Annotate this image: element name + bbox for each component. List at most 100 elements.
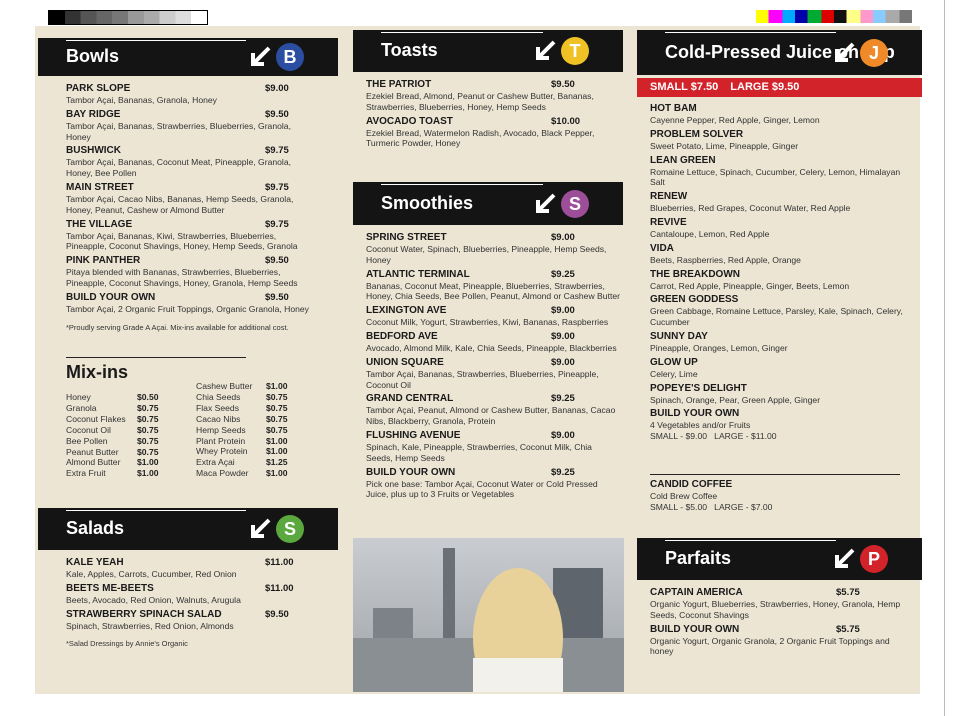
item-description: Ezekiel Bread, Almond, Peanut or Cashew … — [366, 91, 594, 112]
section-items: HOT BAM Cayenne Pepper, Red Apple, Ginger… — [637, 103, 905, 442]
menu-item: PROBLEM SOLVER Sweet Potato, Lime, Pineap… — [650, 129, 905, 152]
mixin-price: $1.00 — [137, 468, 159, 479]
section-rule — [66, 357, 246, 358]
item-description: Pitaya blended with Bananas, Strawberrie… — [66, 267, 298, 288]
item-price: $9.25 — [551, 393, 575, 405]
section-header: Toasts T — [353, 30, 623, 72]
section-title: Smoothies — [381, 192, 474, 213]
mixin-name: Peanut Butter — [66, 446, 119, 457]
item-description: Spinach, Strawberries, Red Onion, Almond… — [66, 620, 234, 631]
mixin-name: Whey Protein — [196, 446, 248, 457]
mixin-name: Bee Pollen — [66, 435, 108, 446]
mixin-list: Honey $0.50 Granola $0.75 Coconut Flakes $0.7… — [66, 392, 166, 479]
section-badge: S — [276, 515, 304, 543]
section-items: CAPTAIN AMERICA $5.75 Organic Yogurt, Blue… — [637, 587, 905, 657]
item-description: Tambor Açai, Bananas, Strawberries, Blue… — [66, 120, 291, 142]
menu-item: HOT BAM Cayenne Pepper, Red Apple, Ginger… — [650, 103, 905, 126]
mixin-price: $0.75 — [137, 413, 159, 424]
item-name: PARK SLOPE — [66, 83, 131, 94]
header-rule — [66, 40, 246, 41]
mixin-name: Flax Seeds — [196, 402, 239, 413]
menu-item: SPRING STREET $9.00 Coconut Water, Spinach… — [366, 232, 621, 266]
item-price: $9.50 — [265, 255, 289, 267]
item-price: $11.00 — [265, 582, 294, 594]
section-title: Mix-ins — [66, 362, 129, 382]
mixin-name: Granola — [66, 402, 97, 413]
mixin-price: $1.00 — [266, 468, 288, 479]
section-badge: T — [561, 37, 589, 65]
mixin-row: Maca Powder $1.00 — [196, 468, 296, 479]
mixin-row: Honey $0.50 — [66, 392, 166, 403]
item-price: $9.25 — [551, 268, 575, 280]
right-edge — [944, 0, 945, 716]
mixin-price: $1.00 — [266, 435, 288, 446]
section-note: *Salad Dressings by Annie's Organic — [66, 639, 188, 649]
item-description: Tambor Açai, Cacao Nibs, Bananas, Hemp S… — [66, 193, 294, 215]
section-badge: B — [276, 43, 304, 71]
item-name: BUSHWICK — [66, 145, 121, 157]
menu-item: GLOW UP Celery, Lime — [650, 357, 905, 380]
item-name: FLUSHING AVENUE — [366, 429, 461, 441]
item-name: AVOCADO TOAST — [366, 115, 453, 127]
item-description: Cayenne Pepper, Red Apple, Ginger, Lemon — [650, 115, 820, 125]
section-title: Bowls — [66, 46, 120, 66]
item-description: Coconut Water, Spinach, Blueberries, Pin… — [366, 244, 607, 265]
item-description: Tambor Açai, Bananas, Strawberries, Blue… — [366, 368, 599, 390]
mixin-price: $1.25 — [266, 457, 288, 468]
header-rule — [665, 540, 836, 541]
item-description: Carrot, Red Apple, Pineapple, Ginger, Be… — [650, 280, 850, 291]
item-description: Celery, Lime — [650, 368, 698, 379]
menu-item: REVIVE Cantaloupe, Lemon, Red Apple — [650, 217, 905, 240]
item-name: HOT BAM — [650, 103, 697, 114]
arrow-icon — [835, 548, 855, 568]
mixin-row: Cashew Butter $1.00 — [196, 381, 296, 392]
item-name: CANDID COFFEE — [650, 479, 733, 490]
menu-item: THE PATRIOT $9.50 Ezekiel Bread, Almond, P… — [366, 79, 621, 113]
mixin-price: $0.75 — [266, 424, 288, 435]
item-name: GRAND CENTRAL — [366, 393, 454, 405]
item-price: $9.50 — [265, 108, 289, 120]
mixin-row: Extra Açai $1.25 — [196, 457, 296, 468]
header-rule — [665, 32, 836, 33]
item-name: MAIN STREET — [66, 181, 134, 193]
section-header: Bowls B — [38, 38, 338, 76]
section-title: Toasts — [381, 40, 438, 60]
item-description: Kale, Apples, Carrots, Cucumber, Red Oni… — [66, 569, 237, 579]
mixin-row: Flax Seeds $0.75 — [196, 403, 296, 414]
print-marks — [48, 10, 208, 25]
menu-section: Toasts T THE PATRIOT $9.50 Ezekiel Bread, Al… — [353, 30, 623, 152]
item-description: Tambor Açai, Bananas, Coconut Meat, Pine… — [66, 157, 292, 179]
mixin-row: Coconut Oil $0.75 — [66, 425, 166, 436]
section-badge: P — [860, 545, 888, 573]
menu-item: PINK PANTHER $9.50 Pitaya blended with Ban… — [66, 255, 311, 289]
item-price: $9.00 — [551, 429, 575, 441]
mixin-price: $1.00 — [266, 446, 288, 457]
section-badge: S — [561, 189, 589, 218]
mixin-price: $1.00 — [266, 381, 288, 391]
menu-section: Parfaits P CAPTAIN AMERICA $5.75 Organic Yog… — [637, 538, 922, 660]
menu-item: UNION SQUARE $9.00 Tambor Açai, Bananas, S… — [366, 357, 621, 391]
item-name: LEAN GREEN — [650, 154, 716, 166]
item-price: $9.75 — [265, 218, 289, 230]
section-title: Salads — [66, 518, 125, 538]
item-name: BEDFORD AVE — [366, 330, 438, 342]
mixin-price: $0.75 — [266, 413, 288, 424]
mixin-price: $0.75 — [137, 435, 159, 446]
item-description: 4 Vegetables and/or Fruits — [650, 420, 751, 431]
section-items: SPRING STREET $9.00 Coconut Water, Spinach… — [353, 232, 621, 500]
header-rule — [381, 184, 543, 185]
item-name: BUILD YOUR OWN — [66, 291, 156, 303]
item-description: Blueberries, Red Grapes, Coconut Water, … — [650, 203, 851, 214]
mixin-row: Chia Seeds $0.75 — [196, 392, 296, 403]
menu-item: PARK SLOPE $9.00 Tambor Açai, Bananas, Gra… — [66, 83, 311, 106]
section-header: Parfaits P — [637, 538, 922, 580]
menu-item: BEETS ME-BEETS $11.00 Beets, Avocado, Red … — [66, 583, 311, 606]
item-name: KALE YEAH — [66, 557, 124, 568]
item-description: Tambor Açai, Bananas, Granola, Honey — [66, 95, 217, 105]
menu-section: Salads S KALE YEAH $11.00 Kale, Apples, Carr… — [38, 508, 338, 648]
item-name: THE VILLAGE — [66, 218, 133, 230]
item-description: Tambor Açai, Bananas, Kiwi, Strawberries… — [66, 230, 298, 252]
section-header: Cold-Pressed Juice on Tap J — [637, 30, 922, 75]
menu-item: ATLANTIC TERMINAL $9.25 Bananas, Coconut M… — [366, 269, 621, 303]
